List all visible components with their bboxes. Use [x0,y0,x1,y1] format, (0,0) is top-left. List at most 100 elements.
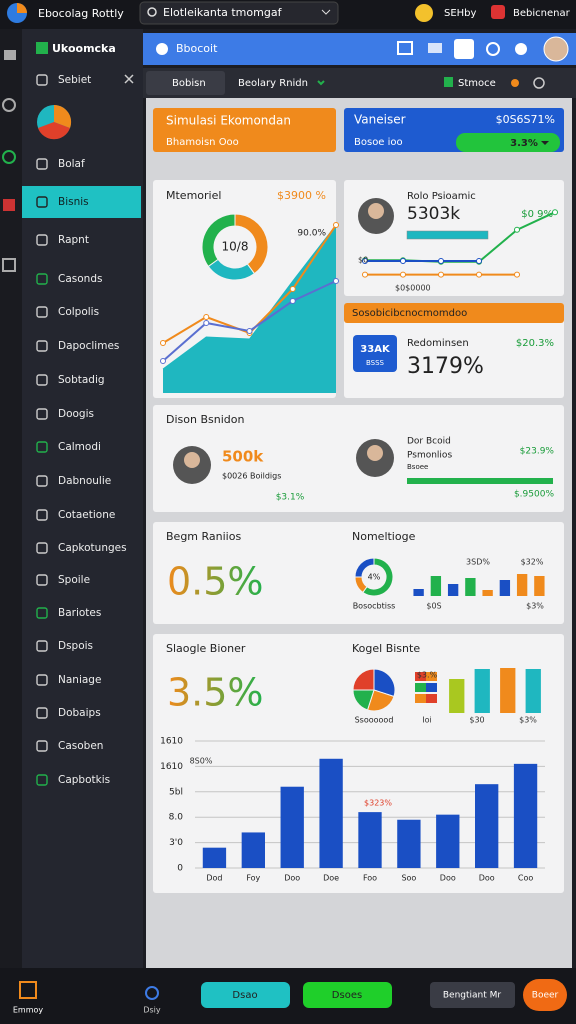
header-button[interactable] [486,42,500,56]
slice [366,689,395,712]
sidebar-item[interactable]: Sobtadig [58,374,105,386]
sidebar-item[interactable]: Doogis [58,408,94,420]
bottom-label: Dsiy [143,1006,161,1015]
button-label: Bengtiant Mr [443,991,502,1001]
sidebar-item[interactable]: Bolaf [58,158,85,170]
point [333,222,339,228]
sidebar-item[interactable]: Rapnt [58,234,89,246]
active-item-bg[interactable] [22,186,141,218]
bar [358,812,382,868]
button[interactable] [303,982,392,1008]
header-button[interactable] [397,41,413,55]
rail-icon[interactable] [4,50,16,60]
item-icon [36,542,48,554]
tab[interactable] [146,71,225,95]
point [362,258,368,264]
annotation: 90.0% [297,229,326,239]
bottom-icon[interactable] [19,981,37,999]
user-icon[interactable] [415,4,433,22]
bottom-icon[interactable] [145,986,159,1000]
sidebar-item[interactable]: Colpolis [58,306,99,318]
sidebar-item[interactable]: Dapoclimes [58,340,119,352]
sidebar-item[interactable]: Spoile [58,574,90,586]
sidebar-item[interactable]: Cotaetione [58,509,115,521]
search-box[interactable] [139,1,339,25]
header-button[interactable] [454,39,474,59]
card-value: $3900 % [277,189,326,202]
annotation: $30 [469,716,484,725]
sidebar-item[interactable]: Dspois [58,640,93,652]
button[interactable] [201,982,290,1008]
x-tick-label: Dod [206,874,222,883]
card-label: Redominsen [407,338,469,349]
item-icon [36,158,48,170]
card-title: Begm Raniios [166,530,241,543]
sidebar-item[interactable]: Calmodi [58,441,101,453]
button[interactable] [430,982,515,1008]
badge[interactable] [456,133,560,152]
bottom-label: Emmoy [13,1006,44,1015]
avatar-face [368,203,384,219]
button[interactable] [523,979,567,1011]
sidebar-item[interactable]: Sebiet [58,74,91,86]
sidebar-item[interactable]: Casonds [58,273,102,285]
y-tick-label: 8.0 [169,813,184,823]
rail-icon[interactable] [3,199,15,211]
header-avatar[interactable] [543,36,569,62]
card-title: Simulasi Ekomondan [166,114,291,128]
bar [449,679,465,713]
bar [500,668,516,713]
header-button[interactable] [515,43,527,55]
sidebar-item[interactable]: Bisnis [58,196,89,208]
rail-icon[interactable] [2,258,16,272]
sidebar-item[interactable]: Naniage [58,674,101,686]
item-icon [36,306,48,318]
bar [475,784,499,868]
card-subtitle: Bosoe ioo [354,137,403,148]
point [514,271,520,278]
point [476,258,482,264]
item-icon [36,607,48,619]
user-label: SEHby [444,8,477,19]
point [400,271,406,278]
status-label[interactable]: Stmoce [458,78,496,89]
x-tick-label: Foy [246,874,260,883]
x-tick-label: Soo [401,874,416,883]
y-tick-label: 3'0 [169,838,183,848]
icon-grid [415,672,437,703]
rail-icon[interactable] [2,150,16,164]
header-button[interactable] [428,43,442,53]
person-tag: Bsoee [407,463,428,471]
close-icon[interactable] [124,74,134,84]
point [160,358,166,364]
slice [354,557,375,578]
item-icon [36,509,48,521]
sidebar-item[interactable]: Capbotkis [58,774,110,786]
profile-icon[interactable] [491,5,505,19]
sidebar-item[interactable]: Bariotes [58,607,101,619]
x-tick-label: Foo [363,874,377,883]
card-value: $0S6S71% [496,113,555,126]
big-value: 0.5% [167,560,264,604]
sidebar-item[interactable]: Dabnoulie [58,475,111,487]
bar [465,578,476,596]
chart-caption: Ssoooood [355,716,394,725]
annotation: $0S [426,602,441,611]
rail-icon[interactable] [2,98,16,112]
y-tick-label: 5bl [169,787,183,797]
card-change: $0 9% [521,209,553,220]
item-icon [36,574,48,586]
card-title: Dison Bsnidon [166,413,244,426]
tab-label[interactable]: Beolary Rnidn [238,78,308,89]
sidebar-item[interactable]: Dobaips [58,707,101,719]
sidebar-item[interactable]: Capkotunges [58,542,127,554]
card-title: Sosobicibcnocmomdoo [352,308,467,319]
annotation: $3% [526,602,544,611]
bar [413,589,424,596]
sidebar-title: Ukoomcka [52,42,116,55]
point [552,209,558,216]
status-icon[interactable] [533,77,545,89]
item-icon [36,374,48,386]
point [438,271,444,278]
sidebar-item[interactable]: Casoben [58,740,103,752]
